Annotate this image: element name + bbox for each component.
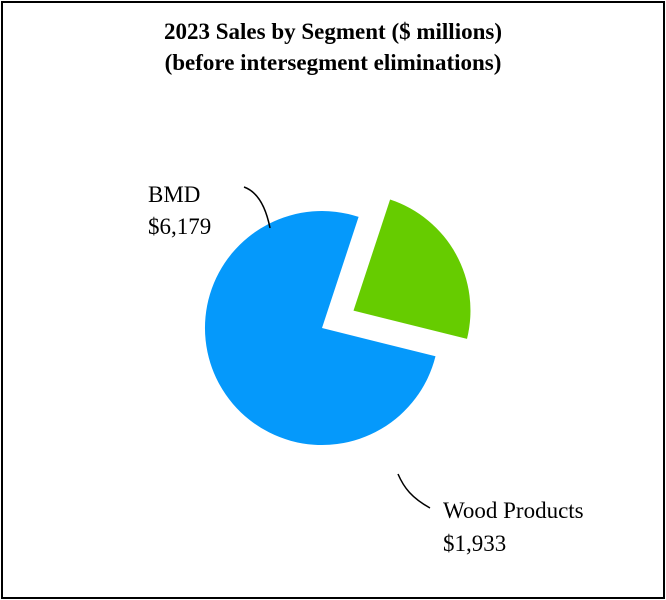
chart-title: 2023 Sales by Segment ($ millions) <box>164 19 502 44</box>
leader-line-bmd <box>243 186 271 229</box>
slice-value-wood-products: $1,933 <box>443 531 506 556</box>
slice-value-bmd: $6,179 <box>148 214 211 239</box>
chart-title-block: 2023 Sales by Segment ($ millions) (befo… <box>0 16 666 78</box>
pie-slice-bmd <box>204 211 436 446</box>
slice-label-wood-products: Wood Products <box>443 498 584 523</box>
leader-line-wood-products <box>397 473 431 509</box>
chart-subtitle: (before intersegment eliminations) <box>164 50 502 75</box>
pie-slice-wood-products <box>353 199 471 339</box>
slice-label-bmd: BMD <box>148 182 200 207</box>
